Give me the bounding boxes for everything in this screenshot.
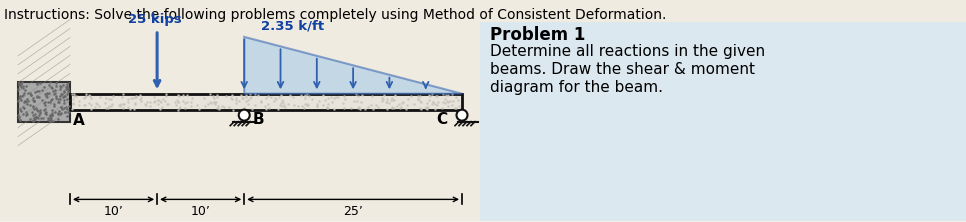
Text: A: A xyxy=(73,113,85,128)
Bar xyxy=(0,0,480,221)
Polygon shape xyxy=(244,37,462,94)
Text: 10’: 10’ xyxy=(103,205,124,218)
Circle shape xyxy=(457,110,468,121)
Text: 2.35 k/ft: 2.35 k/ft xyxy=(261,20,324,33)
Text: 25 kips: 25 kips xyxy=(128,13,182,26)
Bar xyxy=(480,0,966,221)
Text: Problem 1: Problem 1 xyxy=(490,26,585,44)
Bar xyxy=(70,94,462,110)
Text: diagram for the beam.: diagram for the beam. xyxy=(490,80,663,95)
Text: Instructions: Solve the following problems completely using Method of Consistent: Instructions: Solve the following proble… xyxy=(4,8,667,22)
Text: B: B xyxy=(252,112,264,127)
Circle shape xyxy=(239,110,250,121)
Text: C: C xyxy=(436,112,447,127)
Bar xyxy=(18,82,70,122)
Text: Determine all reactions in the given: Determine all reactions in the given xyxy=(490,44,765,59)
Text: 10’: 10’ xyxy=(190,205,211,218)
Text: beams. Draw the shear & moment: beams. Draw the shear & moment xyxy=(490,62,755,77)
Bar xyxy=(0,0,966,22)
Text: 25’: 25’ xyxy=(343,205,363,218)
